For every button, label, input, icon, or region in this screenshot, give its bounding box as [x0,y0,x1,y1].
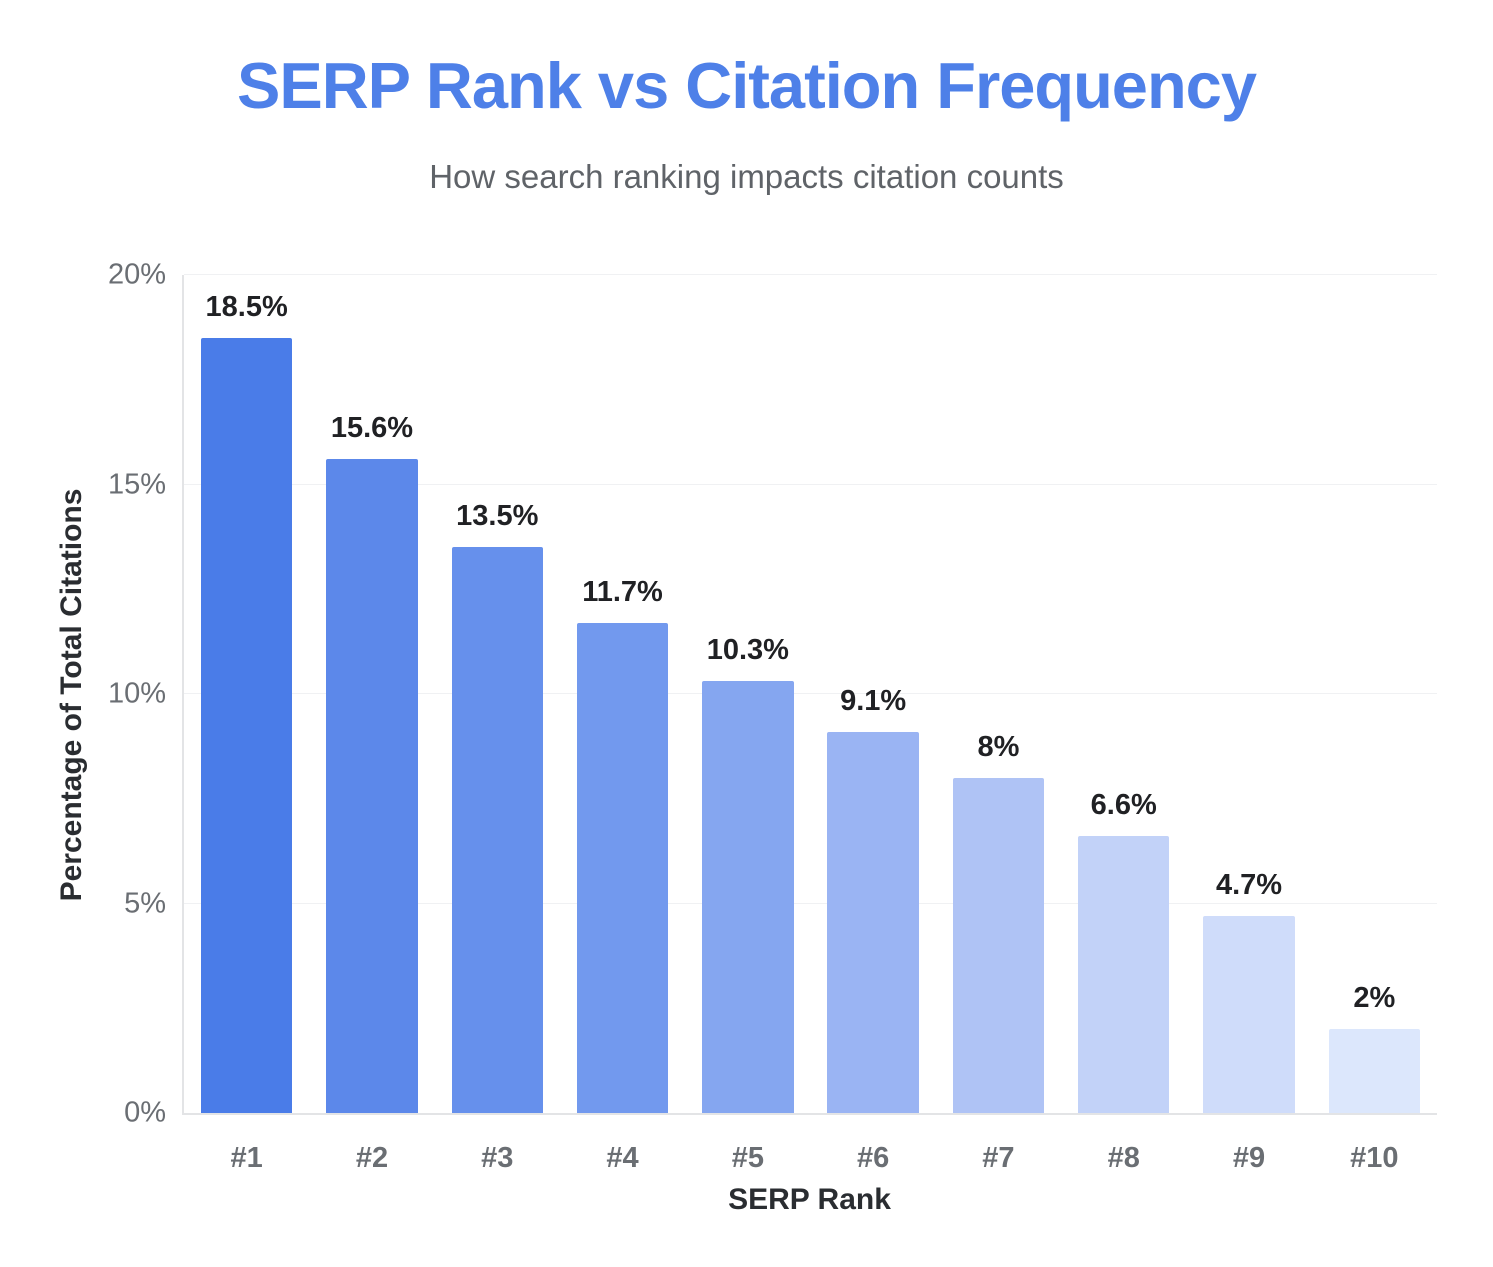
bar-group-rank-2: 15.6% #2 [309,275,434,1174]
x-tick-label: #9 [1232,1142,1266,1174]
x-tick-label: #5 [731,1142,764,1174]
bar-group-rank-3: 13.5% #3 [435,275,560,1174]
gridline-10 [184,693,1437,694]
x-axis-title: SERP Rank [728,1183,891,1216]
gridline-15 [184,483,1437,485]
y-tick-label: 0% [124,1096,166,1129]
bar-value-label: 9.1% [840,684,907,717]
y-tick-label: 15% [107,468,166,500]
x-tick-label: #10 [1350,1142,1399,1174]
bar [1078,836,1170,1113]
x-tick-label: #4 [606,1142,639,1174]
bar-group-rank-1: 18.5% #1 [184,275,309,1174]
bar [702,681,794,1113]
bar [1203,916,1295,1113]
bar-series: 18.5% #1 15.6% #2 13.5% #3 11.7% #4 10.3% #5 9.1% #… [184,275,1437,1174]
x-tick-label: #3 [481,1142,514,1174]
x-tick-label: #7 [982,1142,1015,1174]
x-tick-label: #8 [1107,1142,1140,1174]
bar-value-label: 10.3% [706,634,789,667]
bar-group-rank-6: 9.1% #6 [810,275,935,1174]
bar-group-rank-8: 6.6% #8 [1061,275,1186,1174]
bar [451,547,543,1113]
bar-group-rank-10: 2% #10 [1312,275,1437,1174]
bar-value-label: 13.5% [456,500,539,533]
y-tick-label: 5% [124,887,166,919]
chart-title: SERP Rank vs Citation Frequency [237,49,1257,122]
bar-value-label: 6.6% [1090,789,1157,822]
bar [827,731,919,1113]
bar [326,459,418,1113]
bar-value-label: 18.5% [205,290,288,323]
bar-group-rank-9: 4.7% #9 [1186,275,1311,1174]
bar-value-label: 11.7% [582,575,663,608]
bar-group-rank-4: 11.7% #4 [560,275,685,1174]
bar [1328,1029,1421,1113]
bar-value-label: 8% [977,730,1020,763]
x-tick-label: #2 [355,1142,389,1174]
x-tick-label: #1 [230,1142,263,1174]
bar-group-rank-7: 8% #7 [936,275,1061,1174]
bar [576,622,669,1113]
plot-area: 0% 5% 10% 15% 20% 18.5% #1 15.6% #2 13.5% #3 11.7%… [108,259,1437,1174]
bar-value-label: 2% [1353,982,1396,1015]
bar-value-label: 4.7% [1215,869,1283,902]
bar [952,777,1045,1113]
gridline-5 [184,902,1437,904]
chart-subtitle: How search ranking impacts citation coun… [429,158,1064,195]
y-tick-label: 20% [107,258,166,291]
bar-value-label: 15.6% [330,412,414,445]
y-axis-title: Percentage of Total Citations [55,488,88,902]
gridline-20 [184,274,1437,275]
bar [200,337,293,1113]
x-tick-label: #6 [857,1142,890,1174]
bar-group-rank-5: 10.3% #5 [685,275,810,1174]
y-tick-label: 10% [107,677,166,710]
